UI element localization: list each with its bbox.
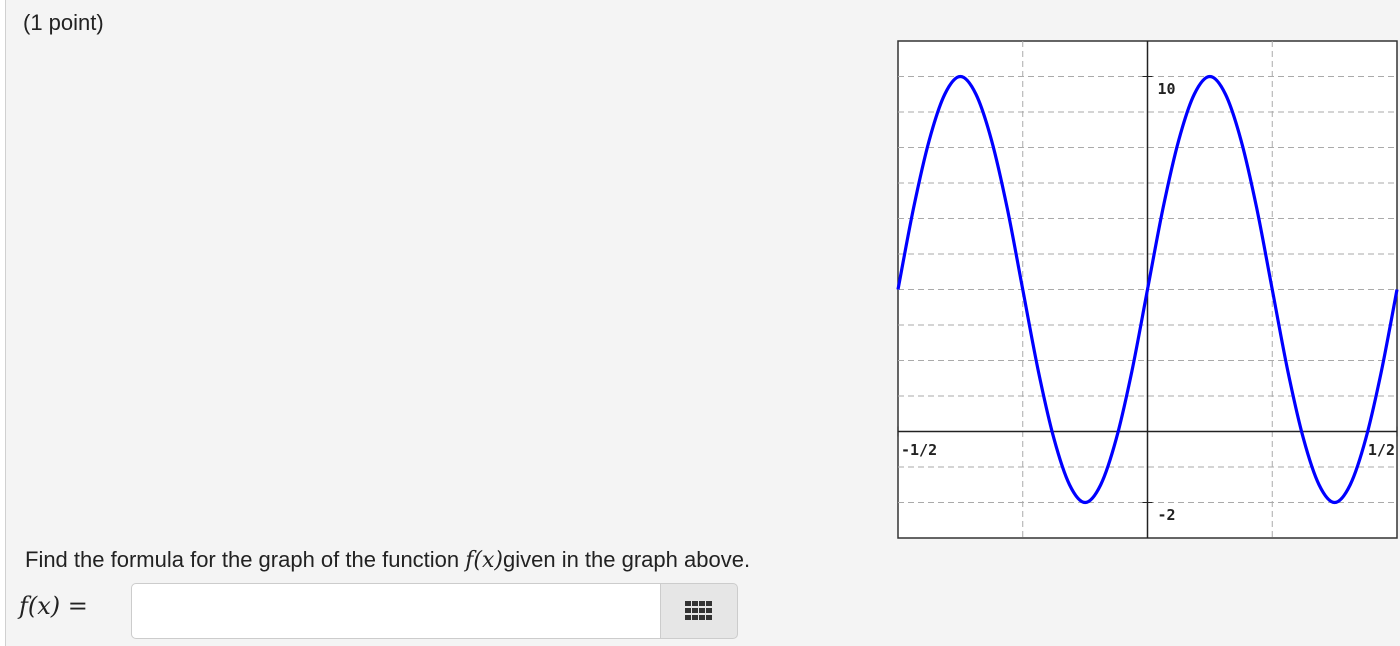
x-tick-label: -1/2 <box>901 441 937 459</box>
y-tick-label: 10 <box>1158 80 1176 98</box>
x-tick-label: 1/2 <box>1368 441 1395 459</box>
question-math: f(x) <box>465 548 503 573</box>
answer-label: f(x) = <box>19 592 88 620</box>
y-tick-label: -2 <box>1158 506 1176 524</box>
button-icon <box>685 601 712 620</box>
answer-input[interactable] <box>131 583 661 639</box>
points: (1 point) <box>23 10 104 35</box>
question: Find the formula for the graph of the fu… <box>25 547 750 573</box>
function-curve <box>896 74 1399 505</box>
question-text: Find the formula for the graph of the fu… <box>25 547 466 572</box>
question-text: given in the graph above. <box>502 547 751 572</box>
equation-editor-button[interactable] <box>660 583 738 639</box>
